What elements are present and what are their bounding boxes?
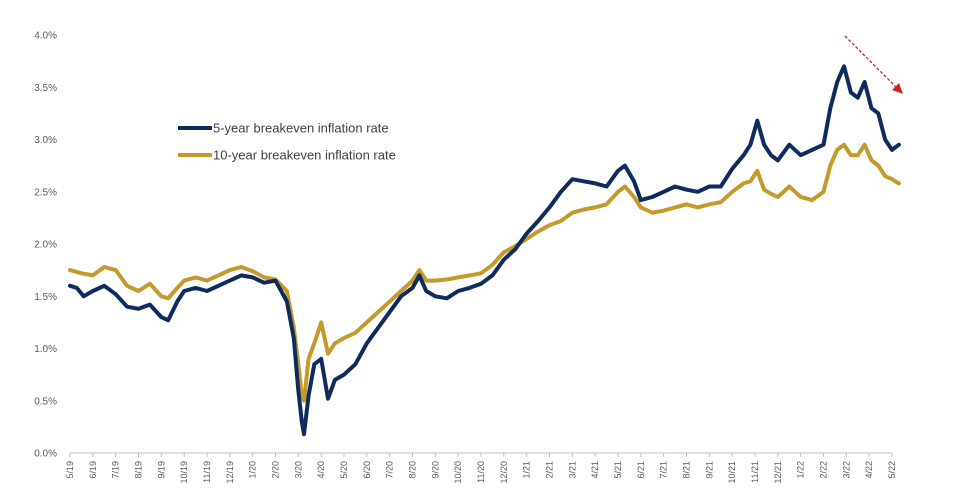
x-tick-label: 6/21 (636, 461, 646, 479)
y-tick-label: 1.5% (34, 292, 57, 303)
x-tick-label: 11/21 (750, 461, 760, 483)
x-tick-label: 8/20 (408, 461, 418, 479)
y-tick-label: 3.0% (34, 135, 57, 146)
x-tick-label: 8/21 (682, 461, 692, 479)
annotation-layer (844, 35, 903, 94)
series-line-5yr (68, 64, 901, 437)
x-tick-label: 5/20 (339, 461, 349, 479)
x-tick-label: 4/21 (590, 461, 600, 479)
y-tick-label: 2.0% (34, 240, 57, 251)
x-tick-label: 10/19 (179, 461, 189, 484)
legend-label-10yr: 10-year breakeven inflation rate (213, 148, 396, 163)
x-tick-label: 8/19 (134, 461, 144, 479)
y-tick-label: 3.5% (34, 83, 57, 94)
legend-label-5yr: 5-year breakeven inflation rate (213, 121, 389, 136)
x-tick-label: 10/21 (727, 461, 737, 484)
x-tick-label: 4/22 (864, 461, 874, 479)
x-tick-label: 9/19 (156, 461, 166, 479)
series-line-10yr (68, 142, 901, 403)
x-tick-label: 12/19 (225, 461, 235, 484)
x-tick-label: 3/21 (567, 461, 577, 479)
legend: 5-year breakeven inflation rate 10-year … (178, 121, 396, 163)
x-tick-label: 5/21 (613, 461, 623, 479)
x-tick-label: 6/19 (88, 461, 98, 479)
x-tick-label: 9/21 (704, 461, 714, 479)
x-tick-label: 1/20 (248, 461, 258, 479)
x-tick-label: 1/22 (796, 461, 806, 479)
x-tick-label: 7/19 (111, 461, 121, 479)
x-tick-label: 2/22 (819, 461, 829, 479)
x-tick-label: 6/20 (362, 461, 372, 479)
y-tick-label: 4.0% (34, 31, 57, 42)
x-axis: 5/19 6/19 7/19 8/19 9/19 10/19 11/19 12/19 1/20 2… (65, 452, 897, 484)
trend-arrow-line (844, 35, 898, 89)
x-tick-label: 12/20 (499, 461, 509, 484)
x-tick-label: 7/21 (659, 461, 669, 479)
x-tick-label: 2/20 (271, 461, 281, 479)
x-tick-label: 10/20 (453, 461, 463, 484)
x-tick-label: 5/22 (887, 461, 897, 479)
trend-arrow-head (892, 83, 903, 94)
x-tick-label: 12/21 (773, 461, 783, 484)
x-tick-label: 2/21 (545, 461, 555, 479)
x-tick-label: 11/20 (476, 461, 486, 483)
series-layer (68, 64, 901, 437)
x-tick-label: 3/22 (841, 461, 851, 479)
x-tick-label: 4/20 (316, 461, 326, 479)
x-tick-label: 3/20 (293, 461, 303, 479)
y-tick-label: 0.5% (34, 396, 57, 407)
y-tick-label: 1.0% (34, 344, 57, 355)
y-tick-label: 0.0% (34, 449, 57, 460)
y-tick-label: 2.5% (34, 187, 57, 198)
x-tick-label: 5/19 (65, 461, 75, 479)
y-axis: 0.0% 0.5% 1.0% 1.5% 2.0% 2.5% 3.0% 3.5% 4.0% (34, 31, 57, 460)
x-tick-label: 11/19 (202, 461, 212, 483)
x-tick-label: 9/20 (430, 461, 440, 479)
x-tick-label: 7/20 (385, 461, 395, 479)
x-tick-label: 1/21 (522, 461, 532, 479)
